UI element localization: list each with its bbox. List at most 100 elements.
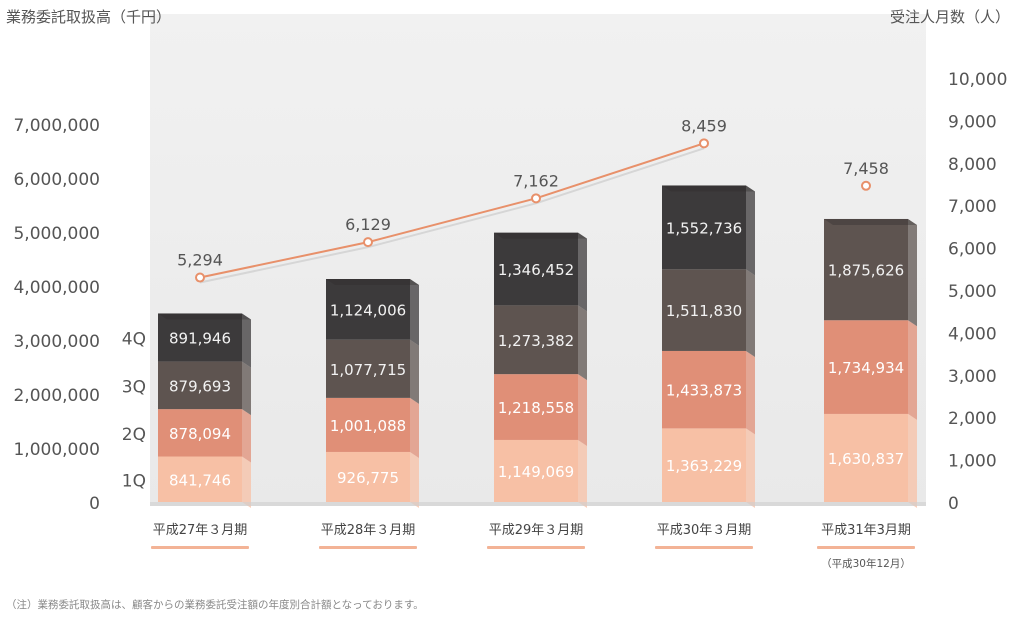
category-label: 平成30年３月期 — [657, 523, 752, 538]
bar-value-label: 841,746 — [169, 471, 231, 489]
category-label: 平成31年3月期 — [821, 523, 911, 538]
line-value-label: 8,459 — [681, 116, 727, 135]
bar-segment-side — [410, 397, 419, 458]
line-point — [531, 193, 541, 204]
left-axis-tick: 7,000,000 — [13, 116, 100, 136]
bar-value-label: 1,124,006 — [330, 301, 406, 319]
bar-value-label: 926,775 — [337, 469, 399, 487]
right-axis-tick: 10,000 — [948, 70, 1007, 90]
bar-segment — [326, 451, 410, 502]
bar-value-label: 1,363,229 — [666, 457, 742, 475]
bar-value-label: 878,094 — [169, 425, 231, 443]
bar-value-label: 1,346,452 — [498, 261, 574, 279]
right-axis-tick: 6,000 — [948, 240, 997, 260]
category-label: 平成27年３月期 — [153, 523, 248, 538]
left-axis-tick: 0 — [89, 494, 100, 514]
bar-top-bevel — [158, 313, 251, 320]
bar-segment — [662, 269, 746, 351]
bar-segment-side — [410, 339, 419, 404]
right-axis-tick: 4,000 — [948, 324, 997, 344]
right-axis-tick: 9,000 — [948, 112, 997, 132]
bar-segment — [824, 320, 908, 414]
bar-segment-side — [908, 413, 917, 508]
bar-segment — [326, 397, 410, 452]
bar-segment-side — [578, 232, 587, 312]
bar-value-label: 1,552,736 — [666, 219, 742, 237]
line-point — [699, 138, 709, 149]
bar-segment — [326, 279, 410, 340]
line-value-label: 6,129 — [345, 215, 391, 234]
bar-segment — [158, 361, 242, 410]
right-axis-tick: 1,000 — [948, 452, 997, 472]
bar-value-label: 1,630,837 — [828, 450, 904, 468]
bar-segment — [662, 350, 746, 429]
bar-segment — [494, 232, 578, 306]
bar-segment — [326, 339, 410, 398]
bar-segment — [494, 374, 578, 440]
line-value-label: 7,162 — [513, 171, 559, 190]
line-value-label: 5,294 — [177, 251, 223, 270]
bar-segment-side — [410, 279, 419, 346]
category-note: （平成30年12月） — [821, 557, 911, 570]
category-underline — [151, 546, 249, 549]
bar-value-label: 1,734,934 — [828, 359, 904, 377]
bar-value-label: 1,433,873 — [666, 382, 742, 400]
bar-top-bevel — [662, 185, 755, 192]
category-underline — [487, 546, 585, 549]
left-axis-tick: 3,000,000 — [13, 332, 100, 352]
category-underline — [319, 546, 417, 549]
right-axis-tick: 3,000 — [948, 367, 997, 387]
bar-segment-side — [908, 218, 917, 327]
bar-value-label: 1,511,830 — [666, 302, 742, 320]
left-axis-tick: 2,000,000 — [13, 386, 100, 406]
bar-segment — [494, 439, 578, 502]
bar-segment-side — [908, 320, 917, 420]
bar-segment — [158, 313, 242, 362]
legend-label: 4Q — [122, 330, 146, 350]
left-axis-tick: 5,000,000 — [13, 224, 100, 244]
baseline-shadow — [150, 502, 926, 506]
bar-value-label: 1,001,088 — [330, 417, 406, 435]
line-point — [861, 180, 871, 191]
bar-segment-side — [242, 456, 251, 508]
bar-segment — [662, 185, 746, 270]
bar-segment-side — [410, 451, 419, 508]
bar-segment — [662, 428, 746, 502]
bar-segment-side — [746, 185, 755, 276]
bar-value-label: 1,077,715 — [330, 361, 406, 379]
category-label: 平成28年３月期 — [321, 523, 416, 538]
line-value-label: 7,458 — [843, 159, 889, 178]
line-point — [363, 237, 373, 248]
bar-value-label: 1,875,626 — [828, 262, 904, 280]
legend-label: 2Q — [122, 425, 146, 445]
bar-segment — [824, 413, 908, 502]
bar-top-bevel — [824, 218, 917, 225]
left-axis-title: 業務委託取扱高（千円） — [6, 8, 172, 26]
line-point — [195, 272, 205, 283]
bar-segment — [824, 218, 908, 321]
left-axis-tick: 4,000,000 — [13, 278, 100, 298]
bar-value-label: 1,149,069 — [498, 463, 574, 481]
footnote: （注）業務委託取扱高は、顧客からの業務委託受注額の年度別合計額となっております。 — [6, 599, 424, 611]
bar-value-label: 891,946 — [169, 330, 231, 348]
bar-segment-side — [578, 374, 587, 446]
bar-segment-side — [746, 350, 755, 435]
right-axis-tick: 8,000 — [948, 155, 997, 175]
left-axis-tick: 6,000,000 — [13, 170, 100, 190]
right-axis-title: 受注人月数（人） — [889, 8, 1010, 26]
line-series — [199, 142, 705, 279]
bar-value-label: 879,693 — [169, 377, 231, 395]
right-axis-tick: 5,000 — [948, 282, 997, 302]
right-axis-tick: 2,000 — [948, 409, 997, 429]
bar-segment-side — [242, 361, 251, 416]
right-axis-tick: 0 — [948, 494, 959, 514]
bar-segment-side — [242, 409, 251, 463]
bar-segment-side — [746, 269, 755, 357]
left-axis-tick: 1,000,000 — [13, 440, 100, 460]
line-shadow — [199, 147, 705, 284]
bar-value-label: 1,273,382 — [498, 332, 574, 350]
bar-segment-side — [242, 313, 251, 368]
bar-segment — [158, 409, 242, 457]
bar-segment-side — [746, 428, 755, 508]
